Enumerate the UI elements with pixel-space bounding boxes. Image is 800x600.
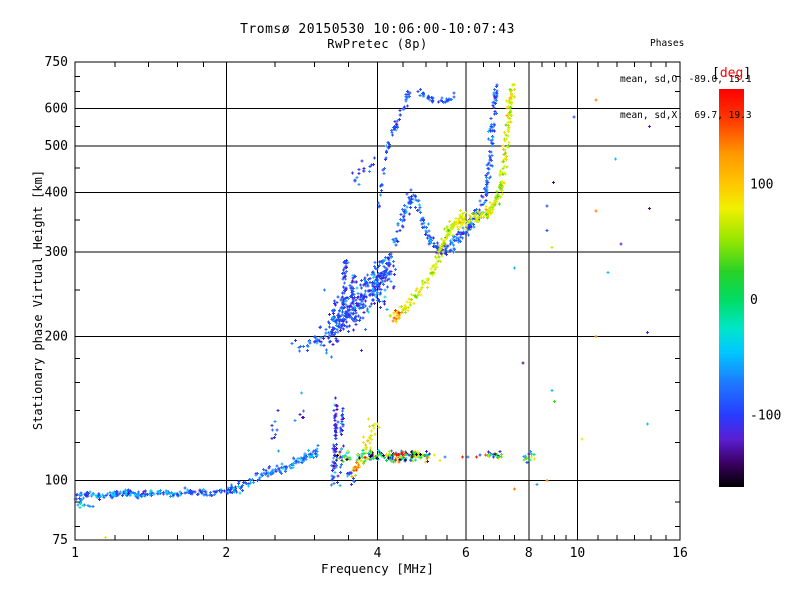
x-tick-label: 1 [71, 546, 79, 561]
scatter-marker-group [76, 90, 539, 508]
plot-subtitle: RwPretec (8p) [327, 37, 428, 51]
scatter-marker-group [355, 309, 406, 472]
y-tick-label: 100 [45, 473, 68, 488]
colorbar-unit-label: [deg] [712, 66, 751, 81]
gridlines [75, 62, 680, 540]
scatter-marker-group [371, 452, 531, 457]
scatter-marker-group [78, 295, 428, 497]
phase-legend-heading: Phases [650, 38, 685, 49]
x-axis-label: Frequency [MHz] [321, 561, 434, 576]
y-tick-label: 300 [45, 245, 68, 260]
x-tick-label: 8 [525, 546, 533, 561]
scatter-marker-group [98, 256, 499, 501]
colorbar-gradient [719, 89, 744, 487]
colorbar-bracket-close: ] [743, 66, 752, 81]
scatter-marker-group [404, 455, 414, 462]
y-tick-label: 200 [45, 329, 68, 344]
x-tick-label: 16 [672, 546, 688, 561]
scatter-marker-group [332, 181, 651, 468]
scatter-marker-group [337, 88, 536, 470]
colorbar-tick-label: -100 [750, 408, 781, 423]
x-tick-label: 6 [462, 546, 470, 561]
phase-legend-o-mode: mean, sd,O: -89.0, 15.1 [620, 74, 752, 85]
scatter-marker-group [75, 92, 528, 501]
scatter-marker-group [83, 88, 499, 508]
scatter-marker-group [78, 276, 527, 505]
y-axis-label: Stationary phase Virtual Height [km] [31, 169, 45, 431]
colorbar-tick-label: 0 [750, 293, 758, 308]
y-tick-label: 500 [45, 139, 68, 154]
y-tick-label: 750 [45, 55, 68, 70]
colorbar-tick-labels: 100 0 -100 [750, 178, 781, 424]
phase-legend: Phases mean, sd,O: -89.0, 15.1 mean, sd,… [620, 14, 752, 146]
y-tick-label: 400 [45, 185, 68, 200]
scatter-markers [73, 83, 651, 539]
x-tick-label: 10 [570, 546, 586, 561]
x-tick-label: 2 [222, 546, 230, 561]
colorbar-tick-label: 100 [750, 178, 773, 193]
scatter-marker-group [85, 95, 651, 497]
scatter-marker-group [341, 123, 556, 464]
axes [74, 61, 681, 541]
x-tick-label: 4 [374, 546, 382, 561]
scatter-marker-group [393, 311, 478, 459]
scatter-marker-group [352, 311, 487, 472]
tick-labels: 1 2 4 6 8 10 16 75 100 200 300 400 500 600 750 [45, 55, 688, 561]
scatter-marker-group [362, 93, 513, 465]
colorbar-bracket-open: [ [712, 66, 720, 81]
phase-legend-x-mode: mean, sd,X: 69.7, 19.3 [620, 110, 752, 121]
scatter-marker-group [354, 98, 598, 491]
plot-title: Tromsø 20150530 10:06:00-10:07:43 [240, 22, 515, 37]
colorbar-unit-text: deg [719, 66, 744, 81]
scatter-marker-group [104, 83, 584, 539]
y-tick-label: 600 [45, 101, 68, 116]
y-tick-label: 75 [52, 533, 68, 548]
